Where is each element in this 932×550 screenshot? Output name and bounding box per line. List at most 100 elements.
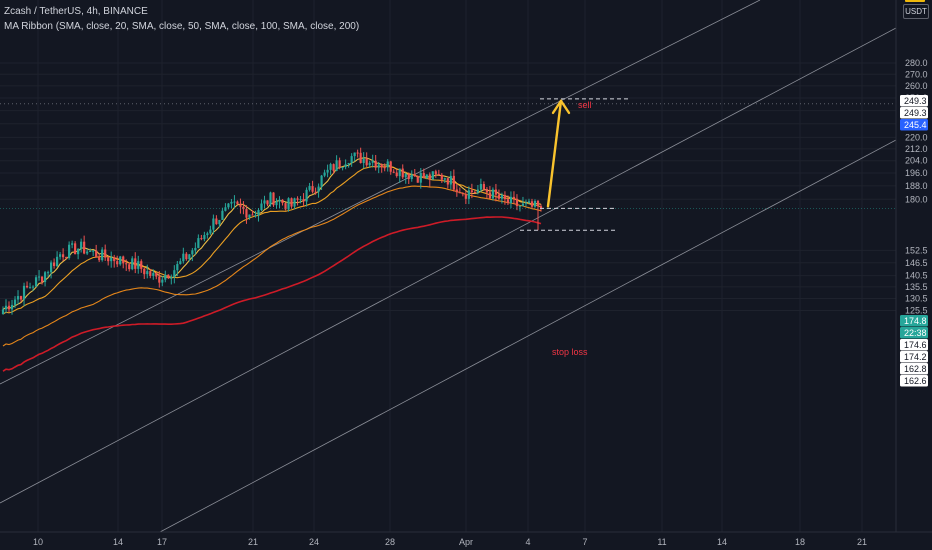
candle-body xyxy=(122,256,125,264)
candle-body xyxy=(200,238,203,240)
currency-label[interactable]: USDT xyxy=(903,4,929,19)
candle-body xyxy=(257,210,260,216)
price-tag-bg xyxy=(900,107,928,119)
price-levels[interactable] xyxy=(0,98,896,231)
candle-body xyxy=(467,190,470,199)
time-scale[interactable]: 10 14 17 21 24 28 Apr 4 7 11 14 18 21 xyxy=(33,537,867,547)
candle-body xyxy=(263,200,266,204)
candle-body xyxy=(284,203,287,210)
candle-body xyxy=(332,164,335,171)
candle-body xyxy=(46,272,50,274)
candle-body xyxy=(308,186,311,190)
candle-body xyxy=(110,257,113,262)
candle-body xyxy=(149,271,152,276)
candle-body xyxy=(440,174,443,180)
candle-body xyxy=(290,198,293,207)
candle-body xyxy=(434,171,437,174)
candle-body xyxy=(410,174,413,180)
price-tick-label: 180.0 xyxy=(905,194,928,204)
candle-body xyxy=(251,214,254,216)
candle-body xyxy=(398,168,401,177)
candle-body xyxy=(77,248,80,255)
candle-body xyxy=(461,193,464,195)
price-tick-label: 196.0 xyxy=(905,168,928,178)
price-tick-label: 220.0 xyxy=(905,132,928,142)
ma-line-100 xyxy=(2,185,542,347)
candle-body xyxy=(437,173,440,175)
time-tick-label: 17 xyxy=(157,537,167,547)
candle-body xyxy=(34,277,38,287)
candle-body xyxy=(185,253,188,260)
candle-body xyxy=(146,271,149,275)
candle-body xyxy=(515,198,519,207)
candle-body xyxy=(242,206,245,210)
target-arrow[interactable] xyxy=(546,99,571,208)
parallel-channel[interactable] xyxy=(0,0,897,533)
candle-body xyxy=(80,241,83,249)
candle-body xyxy=(473,192,476,194)
candle-body xyxy=(293,198,296,207)
indicator-title[interactable]: MA Ribbon (SMA, close, 20, SMA, close, 5… xyxy=(4,21,360,32)
candle-body xyxy=(191,250,194,255)
price-tag-bg xyxy=(900,95,928,107)
candle-body xyxy=(443,178,446,180)
candle-body xyxy=(464,194,467,199)
candle-body xyxy=(353,152,356,157)
candle-body xyxy=(218,219,221,225)
candle-body xyxy=(356,152,359,154)
candle-body xyxy=(194,247,197,251)
candle-body xyxy=(176,264,179,271)
candle-body xyxy=(272,192,275,206)
chart-legend: Zcash / TetherUS, 4h, BINANCE MA Ribbon … xyxy=(4,4,359,34)
symbol-title[interactable]: Zcash / TetherUS, 4h, BINANCE xyxy=(4,6,148,17)
candle-body xyxy=(485,189,488,193)
candle-body xyxy=(131,258,134,270)
price-tag: 174.2 xyxy=(900,351,928,363)
candle-body xyxy=(62,254,65,258)
candle-body xyxy=(212,218,215,230)
candle-body xyxy=(338,160,341,168)
candle-body xyxy=(4,305,8,310)
candle-body xyxy=(488,192,492,199)
time-tick-label: 4 xyxy=(525,537,530,547)
price-tag-label: 174.6 xyxy=(904,340,927,350)
candles xyxy=(1,147,543,315)
sell-label: sell xyxy=(578,100,592,110)
candle-body xyxy=(167,274,170,279)
candle-body xyxy=(248,214,251,218)
candle-body xyxy=(275,201,278,206)
candle-body xyxy=(188,254,191,260)
candle-body xyxy=(302,199,305,202)
candle-body xyxy=(40,276,44,282)
candle-body xyxy=(56,256,59,266)
candle-body xyxy=(329,164,332,170)
candle-body xyxy=(221,210,224,220)
price-tag-label: 245.4 xyxy=(904,120,927,130)
candle-body xyxy=(539,206,543,209)
price-tick-label: 270.0 xyxy=(905,69,928,79)
candle-body xyxy=(1,309,5,315)
price-tag-label: 174.2 xyxy=(904,352,927,362)
price-tag: 249.3 xyxy=(900,107,928,119)
candle-body xyxy=(401,168,404,178)
candle-body xyxy=(380,164,383,168)
price-tick-label: 125.5 xyxy=(905,306,928,316)
candle-body xyxy=(230,201,233,204)
candle-body xyxy=(182,253,185,262)
time-tick-label: 28 xyxy=(385,537,395,547)
candle-body xyxy=(173,270,176,278)
price-tag-bg xyxy=(900,339,928,351)
candle-body xyxy=(407,174,410,180)
time-tick-label: Apr xyxy=(459,537,473,547)
candle-body xyxy=(89,251,92,253)
ma-line-200 xyxy=(2,216,542,372)
price-tag: 162.8 xyxy=(900,363,928,375)
candle-body xyxy=(455,189,458,193)
candle-body xyxy=(197,238,200,248)
candle-body xyxy=(521,203,525,206)
price-tick-label: 204.0 xyxy=(905,156,928,166)
candle-body xyxy=(500,195,504,199)
candle-body xyxy=(431,171,434,180)
candle-body xyxy=(161,279,164,283)
